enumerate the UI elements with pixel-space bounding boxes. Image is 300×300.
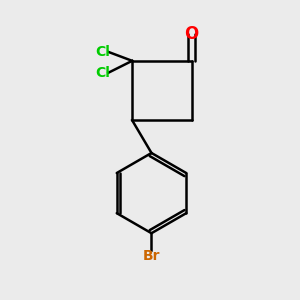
Text: Br: Br (143, 248, 160, 262)
Text: Cl: Cl (95, 45, 110, 59)
Text: O: O (184, 25, 199, 43)
Text: Cl: Cl (95, 66, 110, 80)
